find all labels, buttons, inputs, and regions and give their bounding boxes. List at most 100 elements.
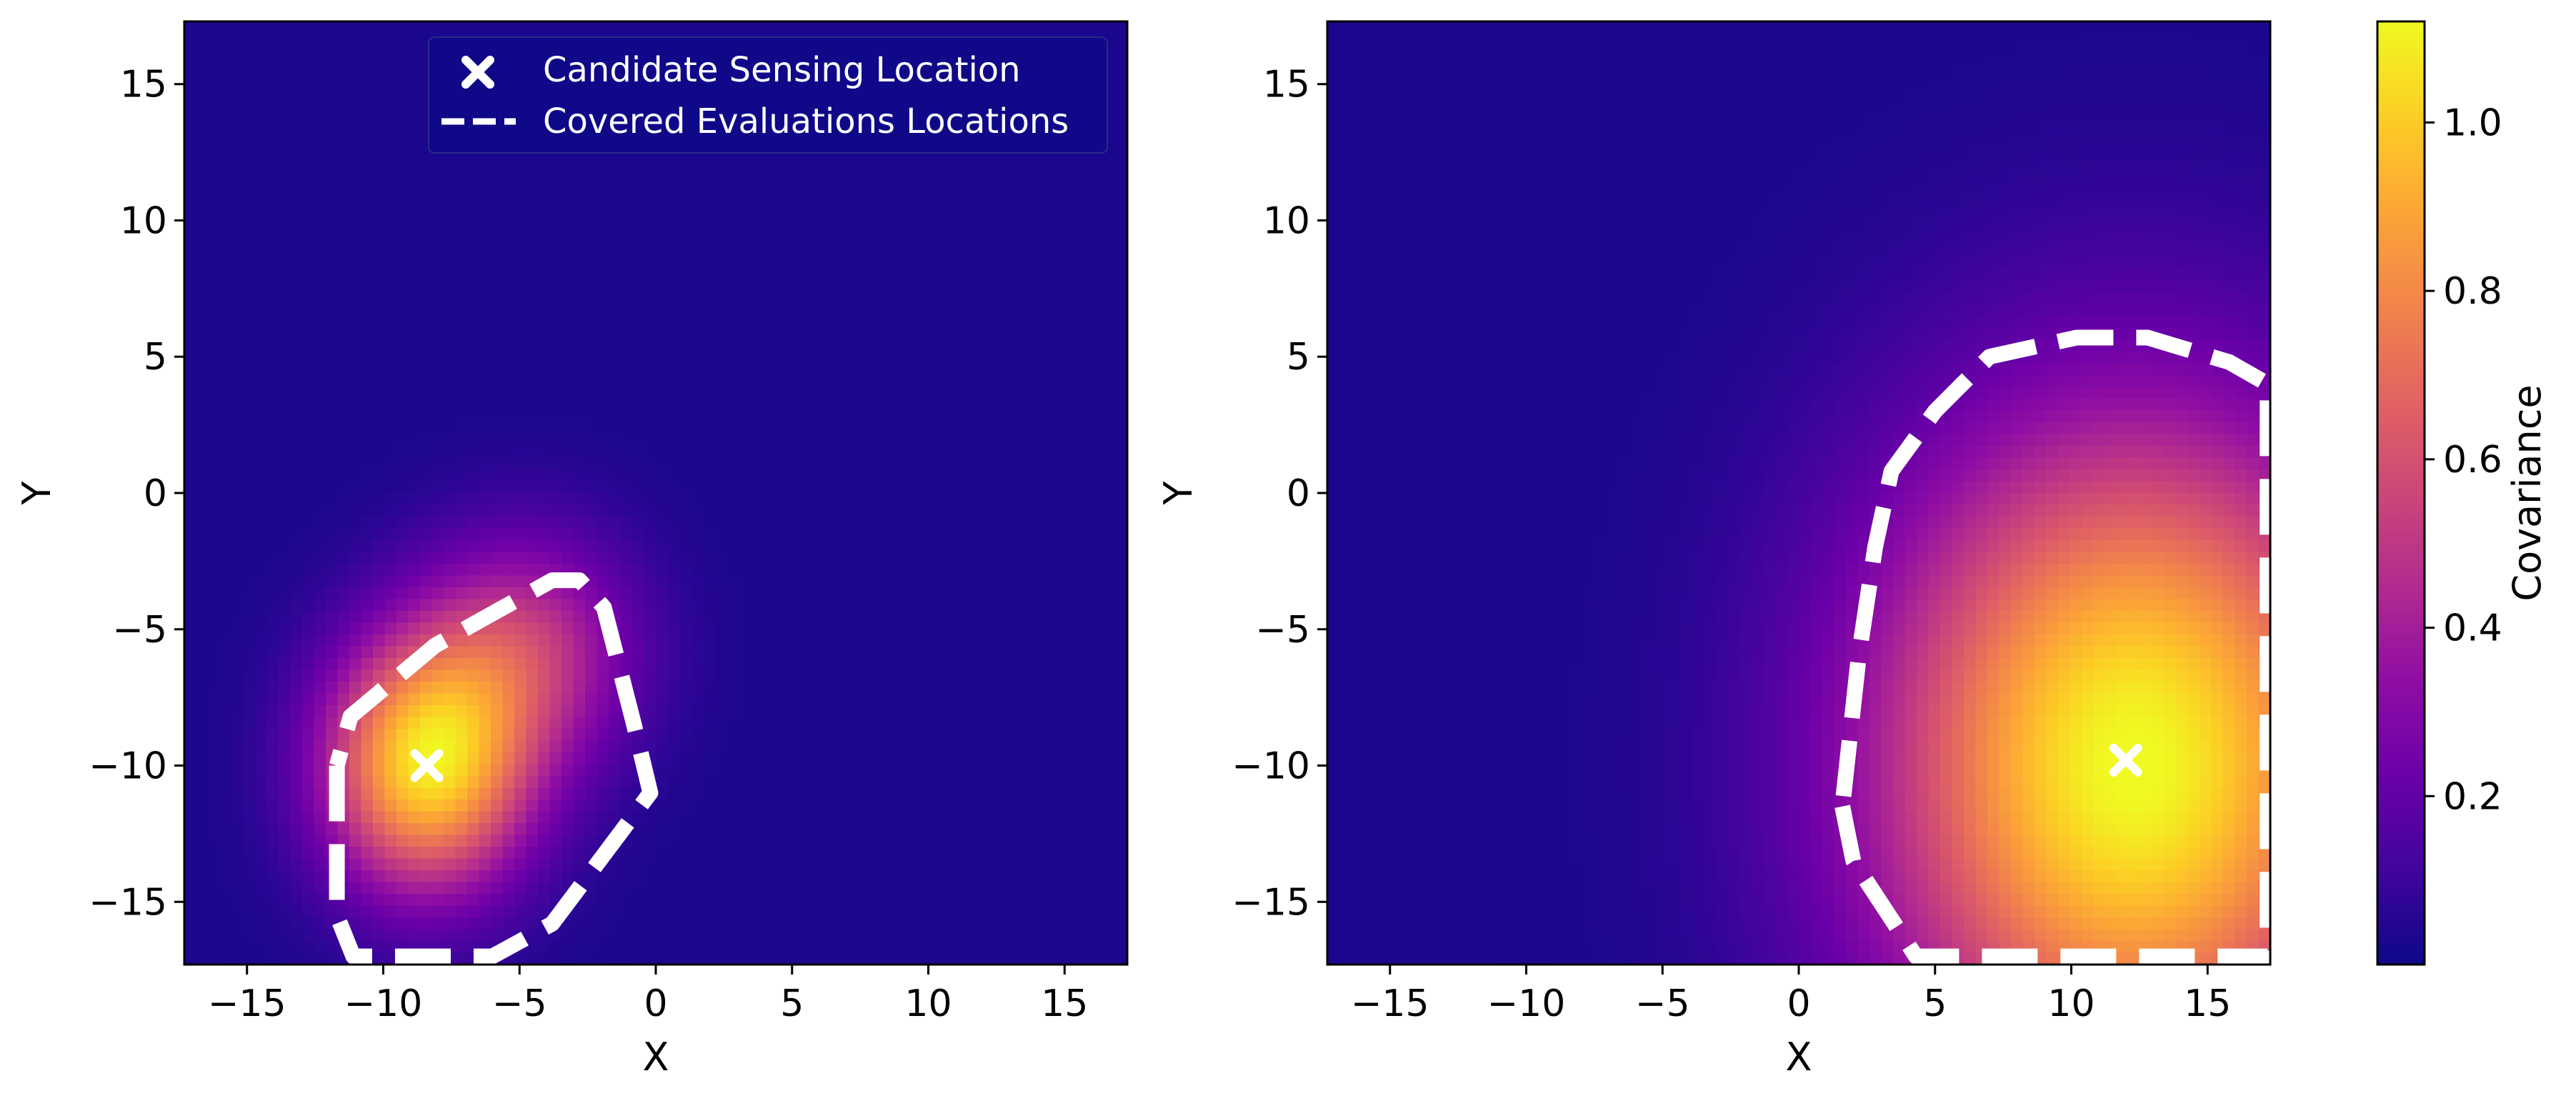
heatmap-cell — [526, 174, 539, 187]
heatmap-cell — [538, 752, 551, 765]
heatmap-cell — [844, 634, 857, 647]
heatmap-cell — [396, 328, 409, 341]
heatmap-cell — [1080, 304, 1093, 317]
heatmap-cell — [738, 198, 751, 211]
heatmap-cell — [879, 457, 892, 470]
heatmap-cell — [750, 363, 763, 376]
heatmap-cell — [939, 481, 952, 494]
heatmap-cell — [266, 446, 279, 459]
heatmap-cell — [915, 469, 928, 482]
heatmap-cell — [939, 528, 952, 541]
heatmap-cell — [915, 434, 928, 447]
heatmap-cell — [986, 269, 999, 282]
heatmap-cell — [750, 221, 763, 234]
heatmap-cell — [785, 457, 798, 470]
heatmap-cell — [1080, 410, 1093, 423]
heatmap-cell — [691, 729, 704, 742]
heatmap-cell — [879, 174, 892, 187]
heatmap-cell — [290, 528, 303, 541]
heatmap-cell — [526, 669, 539, 682]
heatmap-cell — [444, 210, 456, 223]
heatmap-cell — [844, 540, 857, 553]
heatmap-cell — [420, 245, 433, 258]
heatmap-cell — [231, 269, 244, 282]
heatmap-cell — [219, 281, 232, 294]
heatmap-cell — [868, 234, 881, 246]
heatmap-cell — [762, 257, 774, 270]
heatmap-cell — [1092, 481, 1104, 494]
heatmap-cell — [727, 729, 739, 742]
heatmap-cell — [314, 292, 326, 305]
heatmap-cell — [526, 292, 539, 305]
heatmap-cell — [750, 352, 763, 364]
heatmap-cell — [326, 729, 339, 742]
heatmap-cell — [431, 186, 444, 199]
heatmap-cell — [1057, 599, 1069, 612]
heatmap-cell — [903, 269, 916, 282]
heatmap-cell — [738, 339, 751, 352]
heatmap-cell — [361, 80, 374, 93]
heatmap-cell — [549, 257, 562, 270]
heatmap-cell — [596, 469, 609, 482]
heatmap-cell — [337, 352, 350, 364]
heatmap-cell — [373, 92, 386, 105]
heatmap-cell — [939, 387, 952, 399]
heatmap-cell — [844, 528, 857, 541]
heatmap-cell — [396, 422, 409, 435]
heatmap-cell — [727, 717, 739, 729]
heatmap-cell — [573, 481, 586, 494]
heatmap-cell — [408, 504, 421, 517]
heatmap-cell — [1044, 399, 1057, 412]
heatmap-cell — [962, 622, 975, 635]
heatmap-cell — [856, 434, 869, 447]
heatmap-cell — [962, 504, 975, 517]
heatmap-cell — [997, 375, 1010, 388]
heatmap-cell — [314, 339, 326, 352]
heatmap-cell — [727, 528, 739, 541]
heatmap-cell — [396, 56, 409, 69]
heatmap-cell — [620, 504, 633, 517]
heatmap-cell — [373, 669, 386, 682]
heatmap-cell — [915, 304, 928, 317]
heatmap-cell — [243, 564, 256, 577]
heatmap-cell — [738, 269, 751, 282]
heatmap-cell — [1057, 540, 1069, 553]
heatmap-cell — [868, 740, 881, 753]
heatmap-cell — [1057, 210, 1069, 223]
heatmap-cell — [797, 693, 810, 706]
heatmap-cell — [266, 410, 279, 423]
heatmap-cell — [455, 599, 468, 612]
heatmap-cell — [821, 316, 834, 329]
heatmap-cell — [361, 717, 374, 729]
heatmap-cell — [1057, 634, 1069, 647]
heatmap-cell — [384, 740, 397, 753]
heatmap-cell — [727, 457, 739, 470]
heatmap-cell — [408, 328, 421, 341]
heatmap-cell — [196, 186, 209, 199]
heatmap-cell — [431, 446, 444, 459]
heatmap-cell — [821, 552, 834, 564]
heatmap-cell — [420, 669, 433, 682]
heatmap-cell — [526, 682, 539, 694]
heatmap-cell — [326, 399, 339, 412]
heatmap-cell — [809, 658, 822, 671]
heatmap-cell — [1080, 375, 1093, 388]
heatmap-cell — [656, 528, 669, 541]
heatmap-cell — [856, 622, 869, 635]
heatmap-cell — [444, 504, 456, 517]
heatmap-cell — [479, 717, 491, 729]
heatmap-cell — [939, 658, 952, 671]
heatmap-cell — [997, 504, 1010, 517]
heatmap-cell — [373, 740, 386, 753]
heatmap-cell — [596, 352, 609, 364]
heatmap-cell — [231, 611, 244, 624]
heatmap-cell — [1092, 528, 1104, 541]
heatmap-cell — [974, 587, 987, 600]
heatmap-cell — [950, 210, 963, 223]
heatmap-cell — [266, 363, 279, 376]
heatmap-cell — [361, 339, 374, 352]
heatmap-cell — [1115, 92, 1127, 105]
heatmap-cell — [868, 174, 881, 187]
heatmap-cell — [1092, 151, 1104, 164]
heatmap-cell — [703, 434, 716, 447]
